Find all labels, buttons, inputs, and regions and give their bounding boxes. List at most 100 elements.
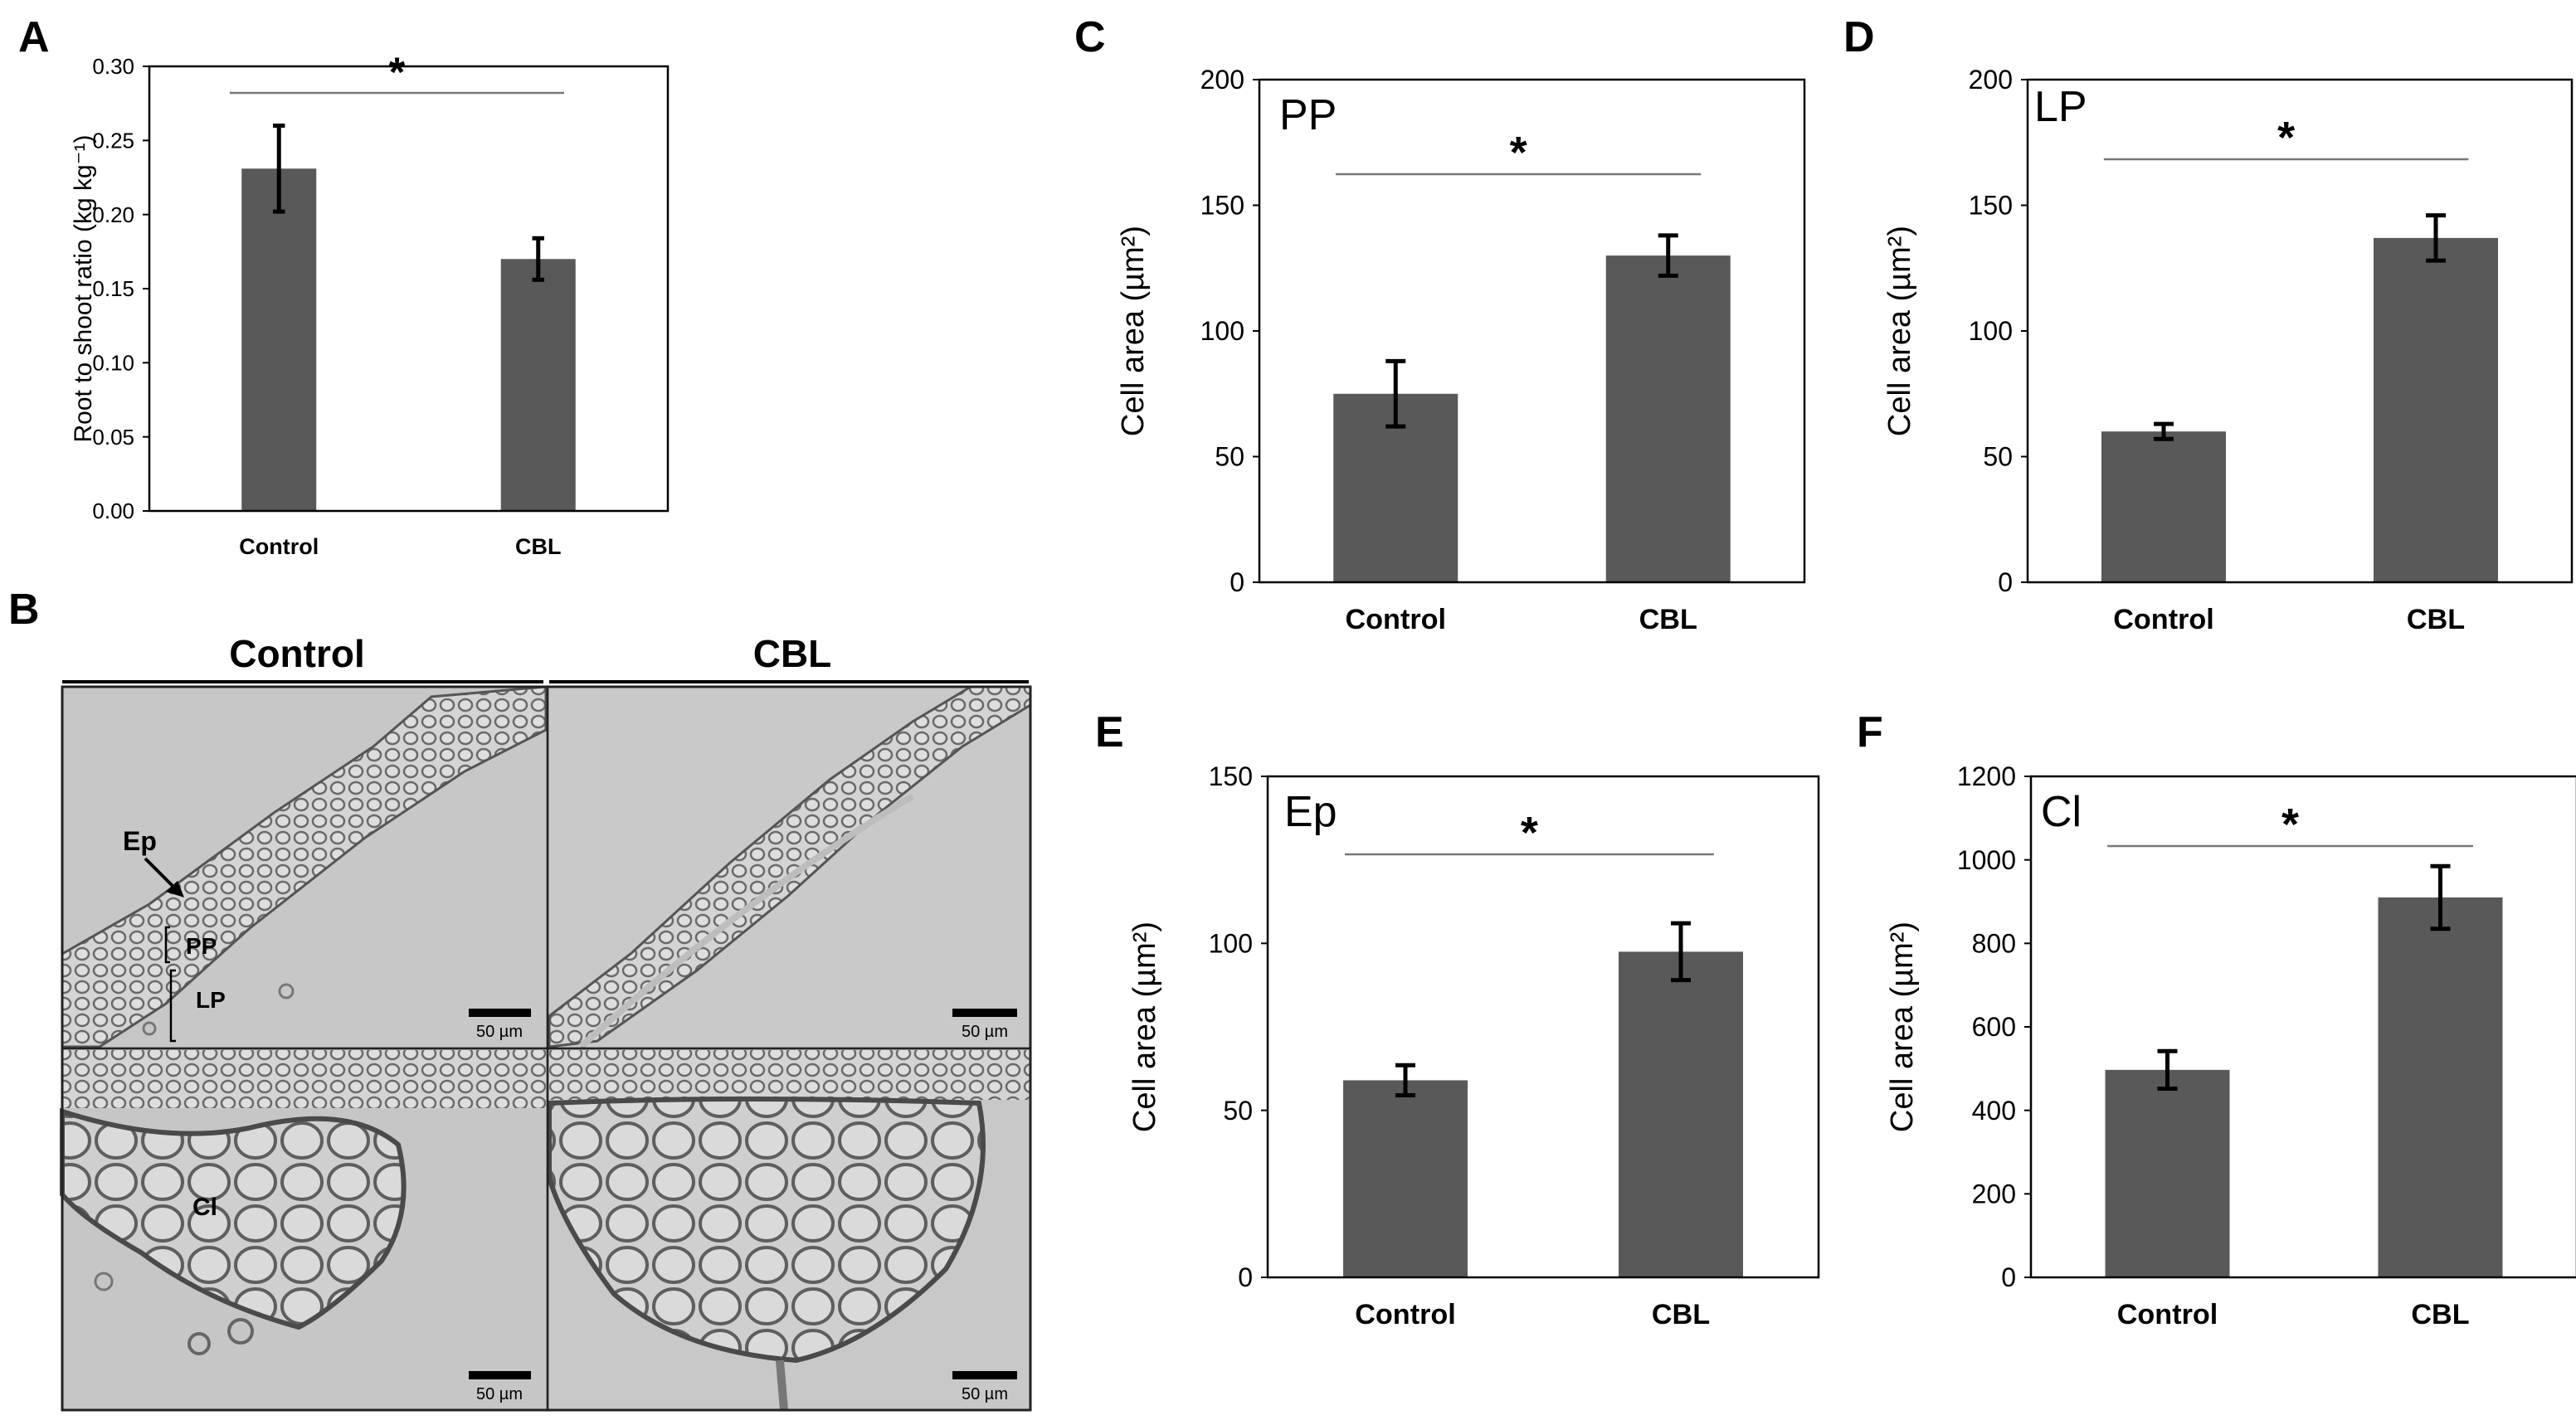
y-tick-label: 1000: [1957, 845, 2016, 875]
scale-bar-label-3: 50 µm: [476, 1385, 523, 1403]
x-category-label: CBL: [2411, 1299, 2469, 1330]
x-category-label: Control: [239, 534, 319, 559]
chart-panel-f: 0 200 400 600 800 1000 1200 Control CBL Cell area…: [1885, 761, 2576, 1330]
x-category-label: CBL: [1652, 1299, 1710, 1330]
y-axis-title: Cell area (µm²): [1116, 226, 1151, 436]
micrograph-panel-b: Control CBL: [60, 632, 1032, 1412]
micrograph-cbl-leaf: [548, 685, 1032, 1049]
label-cl: Cl: [192, 1194, 217, 1221]
y-tick-label: 400: [1972, 1096, 2016, 1126]
label-ep: Ep: [123, 826, 157, 856]
y-tick-label: 100: [1200, 316, 1244, 346]
y-tick-label: 0.15: [92, 276, 134, 301]
y-tick-label: 200: [1200, 65, 1244, 95]
y-tick-label: 50: [1983, 442, 2013, 472]
significance-marker: *: [389, 49, 406, 95]
panel-label-e: E: [1095, 708, 1124, 756]
plot-frame: [148, 65, 670, 513]
y-tick-label: 200: [1969, 65, 2013, 95]
inset-label: LP: [2034, 83, 2087, 131]
scale-bar-3: [469, 1371, 531, 1379]
label-pp: PP: [186, 933, 217, 959]
scale-bar-1: [469, 1009, 531, 1017]
bar-control: [1343, 1080, 1468, 1277]
pp-bracket: [164, 926, 170, 964]
x-category-label: Control: [1345, 604, 1446, 635]
bar-cbl: [1605, 255, 1731, 582]
scale-bar-2: [952, 1009, 1017, 1017]
y-axis-title: Cell area (µm²): [1885, 922, 1920, 1132]
micrograph-header-cbl: CBL: [753, 632, 832, 675]
y-tick-label: 0.20: [92, 202, 134, 227]
bar-control: [241, 168, 317, 511]
inset-label: PP: [1279, 91, 1337, 139]
y-tick-label: 100: [1209, 929, 1253, 959]
y-tick-label: 150: [1209, 761, 1253, 791]
bar-cbl: [2378, 897, 2503, 1277]
plot-frame: [1258, 78, 1806, 584]
y-axis-title: Cell area (µm²): [1127, 922, 1162, 1132]
scale-bar-label-1: 50 µm: [476, 1023, 523, 1041]
chart-panel-e: 0 50 100 150 Control CBL Cell area (µm²) * Ep: [1127, 761, 1820, 1330]
y-axis-title: Root to shoot ratio (kg kg⁻¹): [70, 135, 97, 443]
bar-cbl: [1619, 951, 1743, 1277]
micrograph-control-leaf: [61, 685, 548, 1048]
y-tick-label: 150: [1969, 191, 2013, 221]
lp-bracket: [169, 969, 176, 1043]
y-axis-title: Cell area (µm²): [1882, 226, 1917, 436]
scale-bar-4: [952, 1371, 1017, 1379]
ep-arrow-line: [144, 857, 178, 891]
label-lp: LP: [196, 987, 226, 1013]
scale-bar-label-4: 50 µm: [962, 1385, 1008, 1403]
bar-control: [2101, 431, 2226, 582]
y-tick-label: 0: [1238, 1262, 1253, 1292]
y-tick-label: 0: [1998, 567, 2013, 597]
panel-label-c: C: [1074, 13, 1106, 61]
x-category-label: Control: [2113, 604, 2214, 635]
x-category-label: Control: [2117, 1299, 2218, 1330]
significance-marker: *: [2281, 800, 2299, 849]
significance-marker: *: [2277, 113, 2295, 163]
plot-frame: [2029, 775, 2576, 1279]
y-tick-label: 600: [1972, 1012, 2016, 1042]
y-tick-label: 0: [2001, 1262, 2016, 1292]
y-tick-label: 50: [1215, 442, 1244, 472]
panel-label-b: B: [8, 586, 40, 634]
micrograph-header-control: Control: [229, 632, 365, 675]
y-tick-label: 0.00: [92, 499, 134, 523]
y-tick-label: 0.30: [92, 54, 134, 79]
significance-marker: *: [1521, 808, 1538, 858]
significance-marker: *: [1510, 128, 1527, 178]
x-category-label: Control: [1355, 1299, 1456, 1330]
y-tick-label: 0.25: [92, 128, 134, 153]
y-tick-label: 50: [1223, 1096, 1253, 1126]
x-category-label: CBL: [2407, 604, 2465, 635]
scale-bar-label-2: 50 µm: [962, 1023, 1008, 1041]
chart-panel-c: 0 50 100 150 200 Control CBL Cell area (µm²) * PP: [1116, 65, 1806, 635]
plot-frame: [1266, 775, 1820, 1279]
x-category-label: CBL: [515, 534, 562, 559]
bar-control: [2105, 1069, 2230, 1277]
panel-label-d: D: [1843, 13, 1875, 61]
inset-label: Cl: [2041, 788, 2082, 836]
micrograph-frame: [61, 685, 1032, 1412]
bar-cbl: [500, 259, 576, 511]
y-tick-label: 0.05: [92, 425, 134, 450]
panel-label-a: A: [18, 13, 50, 61]
y-tick-label: 0: [1230, 567, 1244, 597]
inset-label: Ep: [1284, 788, 1337, 836]
y-tick-label: 0.10: [92, 350, 134, 375]
ep-arrow-head: [166, 881, 184, 897]
x-category-label: CBL: [1639, 604, 1697, 635]
panel-label-f: F: [1857, 708, 1883, 756]
bar-cbl: [2374, 237, 2498, 582]
chart-panel-a: 0.00 0.05 0.10 0.15 0.20 0.25 0.30 Control CBL Ro…: [70, 49, 670, 559]
y-tick-label: 150: [1200, 191, 1244, 221]
micrograph-control-vascular: [60, 1050, 546, 1410]
plot-frame: [2026, 78, 2574, 584]
y-tick-label: 1200: [1957, 761, 2016, 791]
y-tick-label: 800: [1972, 929, 2016, 959]
micrograph-cbl-vascular: [547, 1050, 1030, 1411]
y-tick-label: 100: [1969, 316, 2013, 346]
